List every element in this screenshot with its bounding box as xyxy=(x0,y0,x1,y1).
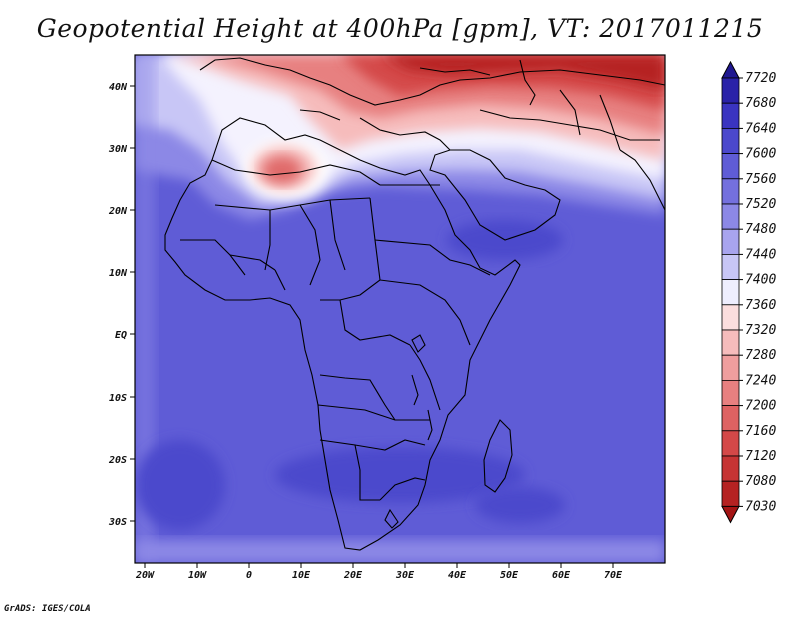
colorbar-swatch xyxy=(721,304,740,331)
lat-label: 30N xyxy=(108,144,128,155)
colorbar-swatch xyxy=(721,455,740,482)
lon-label: 0 xyxy=(246,570,252,581)
lon-axis: 20W 10W 0 10E 20E 30E 40E 50E 60E 70E xyxy=(135,563,623,581)
colorbar-top-arrow xyxy=(721,60,740,79)
colorbar-label: 7560 xyxy=(745,172,776,187)
colorbar-swatch xyxy=(721,178,740,205)
map-title: Geopotential Height at 400hPa [gpm], VT:… xyxy=(36,14,764,43)
colorbar-label: 7600 xyxy=(745,147,776,162)
colorbar-label: 7440 xyxy=(745,247,776,262)
lon-label: 30E xyxy=(395,570,415,581)
colorbar-label: 7280 xyxy=(745,348,776,363)
colorbar-swatch xyxy=(721,102,740,129)
colorbar-label: 7030 xyxy=(745,499,776,514)
colorbar: 7720 7680 7640 7600 7560 7520 7480 7440 7400 7360… xyxy=(721,60,776,524)
colorbar-swatch xyxy=(721,203,740,230)
lon-label: 10W xyxy=(188,570,207,581)
colorbar-swatch xyxy=(721,279,740,306)
colorbar-swatch xyxy=(721,480,740,507)
lat-label: EQ xyxy=(115,330,127,341)
map-frame xyxy=(134,54,666,564)
lon-label: 10E xyxy=(292,570,311,581)
colorbar-label: 7480 xyxy=(745,222,776,237)
height-field xyxy=(135,55,665,563)
colorbar-label: 7320 xyxy=(745,323,776,338)
lon-label: 20W xyxy=(135,570,155,581)
colorbar-swatch xyxy=(721,354,740,381)
lat-label: 30S xyxy=(108,517,127,528)
colorbar-label: 7520 xyxy=(745,197,776,212)
colorbar-swatch xyxy=(721,405,740,432)
lon-label: 60E xyxy=(552,570,571,581)
colorbar-label: 7640 xyxy=(745,121,776,136)
colorbar-swatch xyxy=(721,329,740,356)
colorbar-label: 7360 xyxy=(745,298,776,313)
lat-axis: 40N 30N 20N 10N EQ 10S 20S 30S xyxy=(108,82,135,528)
colorbar-bottom-arrow xyxy=(721,505,740,524)
colorbar-label: 7680 xyxy=(745,96,776,111)
colorbar-swatch xyxy=(721,77,740,104)
colorbar-label: 7240 xyxy=(745,373,776,388)
lat-label: 40N xyxy=(109,82,128,93)
lon-label: 20E xyxy=(343,570,363,581)
colorbar-swatch xyxy=(721,379,740,406)
colorbar-label: 7080 xyxy=(745,474,776,489)
lon-label: 40E xyxy=(448,570,467,581)
coastline-borders xyxy=(164,57,665,551)
colorbar-swatch xyxy=(721,127,740,154)
colorbar-label: 7720 xyxy=(745,71,776,86)
colorbar-label: 7200 xyxy=(745,399,776,414)
lat-label: 10N xyxy=(109,268,128,279)
colorbar-swatch xyxy=(721,253,740,280)
lon-label: 70E xyxy=(604,570,623,581)
lat-label: 10S xyxy=(109,393,127,404)
colorbar-label: 7160 xyxy=(745,424,776,439)
lon-label: 50E xyxy=(500,570,519,581)
colorbar-swatch xyxy=(721,153,740,180)
colorbar-swatch xyxy=(721,228,740,255)
lat-label: 20N xyxy=(108,206,128,217)
grads-credit: GrADS: IGES/COLA xyxy=(4,604,91,614)
colorbar-label: 7400 xyxy=(745,273,776,288)
lat-label: 20S xyxy=(108,455,127,466)
colorbar-label: 7120 xyxy=(745,449,776,464)
colorbar-swatch xyxy=(721,430,740,457)
